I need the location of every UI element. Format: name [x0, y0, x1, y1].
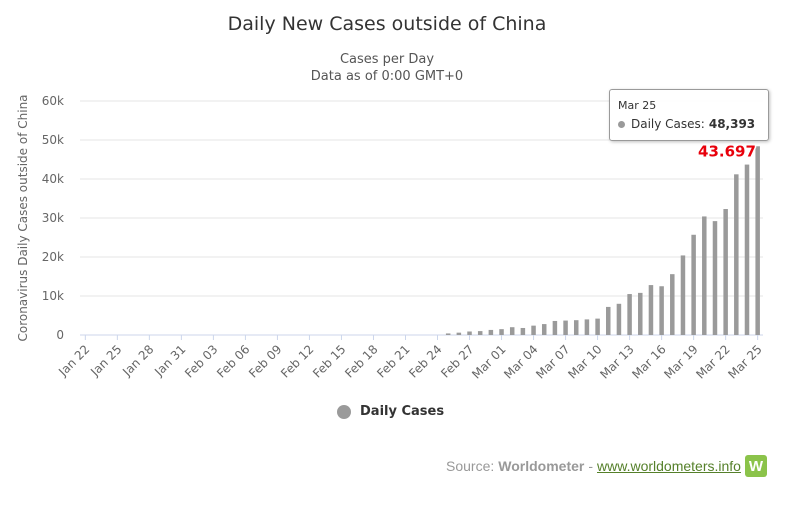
- bar[interactable]: [563, 320, 568, 335]
- bar[interactable]: [702, 216, 707, 335]
- x-tick-label: Mar 10: [565, 342, 604, 381]
- bar[interactable]: [509, 327, 515, 335]
- y-axis-label: Coronavirus Daily Cases outside of China: [16, 94, 30, 341]
- bar[interactable]: [691, 234, 696, 335]
- legend-item-daily-cases[interactable]: Daily Cases: [337, 404, 444, 419]
- bar[interactable]: [445, 333, 451, 335]
- bar[interactable]: [670, 274, 675, 335]
- source-separator: -: [588, 458, 594, 474]
- chart-subtitle: Cases per Day: [339, 52, 435, 67]
- bar[interactable]: [712, 221, 718, 335]
- source-name: Worldometer: [498, 458, 585, 474]
- chart-data-date: Data as of 0:00 GMT+0: [310, 69, 464, 84]
- x-tick-label: Mar 25: [725, 342, 764, 381]
- tooltip-series-label: Daily Cases:: [631, 117, 705, 131]
- worldometer-logo-icon[interactable]: W: [744, 455, 767, 477]
- bar[interactable]: [755, 146, 760, 335]
- tooltip-series-dot: [618, 120, 625, 128]
- x-tick-label: Mar 01: [469, 342, 508, 381]
- bar[interactable]: [606, 306, 611, 335]
- x-tick-label: Feb 24: [406, 342, 444, 380]
- y-tick-label: 40k: [42, 172, 64, 186]
- bar[interactable]: [734, 174, 739, 335]
- bar[interactable]: [520, 327, 526, 335]
- bar[interactable]: [467, 331, 472, 335]
- x-tick-label: Mar 13: [597, 342, 636, 381]
- source-prefix: Source:: [446, 458, 495, 474]
- bar[interactable]: [477, 331, 483, 335]
- x-tick-label: Feb 03: [182, 342, 220, 380]
- tooltip-value: 48,393: [708, 117, 756, 131]
- legend-label: Daily Cases: [360, 404, 445, 419]
- x-tick-label: Mar 07: [533, 342, 572, 381]
- x-tick-label: Jan 22: [55, 342, 92, 379]
- x-tick-label: Mar 22: [693, 342, 732, 381]
- y-axis-ticks: 0 10k 20k 30k 40k 50k 60k: [42, 94, 64, 342]
- source-credit: Source: Worldometer - www.worldometers.i…: [446, 455, 767, 477]
- x-tick-label: Feb 09: [246, 342, 284, 380]
- legend-symbol: [337, 404, 351, 419]
- y-tick-label: 60k: [42, 94, 64, 108]
- x-tick-label: Jan 31: [151, 342, 188, 379]
- x-tick-label: Feb 06: [214, 342, 252, 380]
- y-tick-label: 50k: [42, 133, 64, 147]
- bar[interactable]: [744, 164, 750, 335]
- bar[interactable]: [595, 318, 600, 335]
- y-tick-label: 0: [56, 328, 64, 342]
- chart-title: Daily New Cases outside of China: [227, 13, 547, 35]
- data-annotation: 43.697: [698, 143, 756, 161]
- x-tick-label: Jan 28: [119, 342, 156, 379]
- bar[interactable]: [531, 325, 536, 335]
- bar[interactable]: [659, 286, 664, 335]
- gridlines: [80, 100, 763, 336]
- x-tick-label: Feb 18: [342, 342, 380, 380]
- x-tick-label: Mar 16: [629, 342, 668, 381]
- bar[interactable]: [680, 255, 686, 335]
- tooltip-row: Daily Cases: 48,393: [618, 117, 760, 131]
- bar[interactable]: [584, 319, 590, 335]
- bar[interactable]: [573, 320, 579, 335]
- x-tick-label: Jan 25: [87, 342, 124, 379]
- bar[interactable]: [638, 292, 643, 335]
- x-tick-label: Feb 27: [438, 342, 476, 380]
- bar[interactable]: [541, 324, 547, 335]
- bar[interactable]: [552, 320, 558, 335]
- x-tick-label: Feb 21: [374, 342, 412, 380]
- x-tick-label: Mar 19: [661, 342, 700, 381]
- source-link[interactable]: www.worldometers.info: [597, 458, 741, 474]
- y-tick-label: 20k: [42, 250, 64, 264]
- x-tick-label: Mar 04: [501, 342, 540, 381]
- bar[interactable]: [723, 209, 728, 335]
- bar[interactable]: [499, 329, 504, 335]
- bar[interactable]: [616, 303, 622, 335]
- x-tick-label: Feb 15: [310, 342, 348, 380]
- bar[interactable]: [648, 285, 654, 335]
- bars: [445, 146, 760, 335]
- y-tick-label: 10k: [42, 289, 64, 303]
- tooltip-date: Mar 25: [618, 99, 657, 112]
- x-tick-label: Feb 12: [278, 342, 316, 380]
- bar[interactable]: [627, 294, 632, 335]
- bar[interactable]: [456, 332, 462, 335]
- y-tick-label: 30k: [42, 211, 64, 225]
- bar[interactable]: [488, 329, 494, 335]
- tooltip: Mar 25 Daily Cases: 48,393: [609, 89, 769, 141]
